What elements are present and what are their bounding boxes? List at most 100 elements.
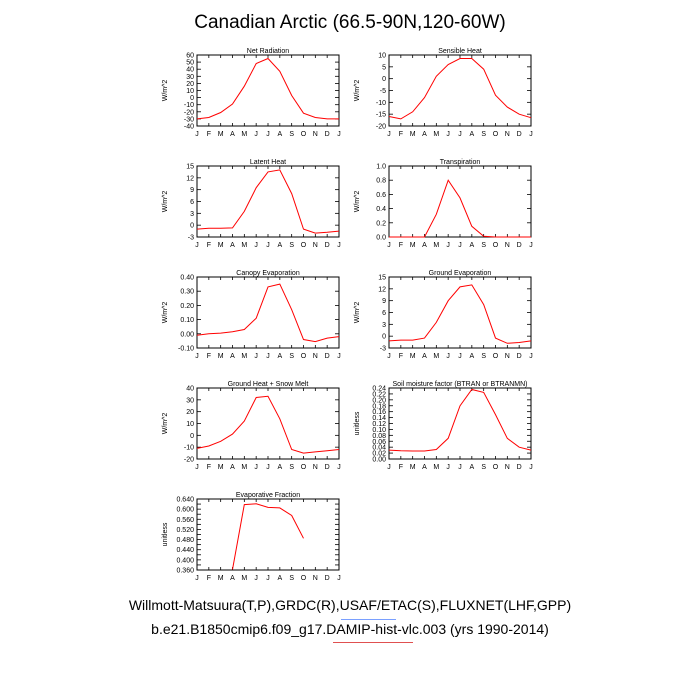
panel-5-ytick-label: -0.10 — [178, 346, 194, 353]
panel-9-xtick-label: A — [277, 575, 282, 582]
panel-1-ytick-label: 30 — [186, 74, 194, 81]
panel-9-ytick-label: 0.520 — [176, 527, 194, 534]
panel-3-xtick-label: D — [325, 242, 330, 249]
panel-9-series-line — [232, 503, 304, 570]
panel-5-xtick-label: J — [195, 353, 199, 360]
panel-6-xtick-label: J — [387, 353, 391, 360]
panel-8-xtick-label: J — [446, 464, 450, 471]
panel-2-xtick-label: J — [458, 131, 462, 138]
panel-5-ytick-label: 0.10 — [180, 317, 194, 324]
panel-9-xtick-label: J — [195, 575, 199, 582]
panel-9-xtick-label: M — [241, 575, 247, 582]
panel-3-xtick-label: J — [337, 242, 341, 249]
panel-7-ytick-label: 0 — [190, 433, 194, 440]
panel-2-ytick-label: 5 — [382, 64, 386, 71]
panel-8-ytick-label: 0.06 — [372, 439, 386, 446]
panel-3-ytick-label: -3 — [188, 235, 194, 242]
panel-7-xtick-label: A — [277, 464, 282, 471]
panel-7-xtick-label: M — [241, 464, 247, 471]
panel-8-xtick-label: J — [458, 464, 462, 471]
panel-7-xtick-label: D — [325, 464, 330, 471]
panel-3-xtick-label: A — [230, 242, 235, 249]
panel-2-xtick-label: J — [529, 131, 533, 138]
panel-3-ytick-label: 0 — [190, 223, 194, 230]
panel-8-xtick-label: D — [517, 464, 522, 471]
panel-7-xtick-label: J — [266, 464, 270, 471]
panel-2-xtick-label: S — [481, 131, 486, 138]
panel-5-xtick-label: M — [218, 353, 224, 360]
panel-1-xtick-label: A — [277, 131, 282, 138]
panel-3-ytick-label: 6 — [190, 199, 194, 206]
panel-4-xtick-label: J — [387, 242, 391, 249]
panel-7-xtick-label: J — [337, 464, 341, 471]
panel-6-ytick-label: 0 — [382, 334, 386, 341]
panel-2-ylabel: W/m^2 — [354, 80, 361, 102]
panel-1-xtick-label: J — [254, 131, 258, 138]
panel-8-xtick-label: J — [387, 464, 391, 471]
panel-2-ytick-label: 0 — [382, 76, 386, 83]
panel-8-title: Soil moisture factor (BTRAN or BTRANMN) — [393, 381, 528, 388]
panel-6-ytick-label: 6 — [382, 310, 386, 317]
panel-3-ytick-label: 12 — [186, 175, 194, 182]
panel-7-xtick-label: F — [207, 464, 211, 471]
panel-6-ytick-label: -3 — [380, 346, 386, 353]
panel-4-ytick-label: 0.6 — [376, 192, 386, 199]
panel-3-ylabel: W/m^2 — [162, 191, 169, 213]
panel-5-series-line — [196, 283, 340, 343]
panel-1-xtick-label: S — [289, 131, 294, 138]
panel-6-ylabel: W/m^2 — [354, 302, 361, 324]
panel-3-xtick-label: M — [241, 242, 247, 249]
panel-5-xtick-label: D — [325, 353, 330, 360]
panel-6-xtick-label: M — [433, 353, 439, 360]
panel-5-xtick-label: N — [313, 353, 318, 360]
panel-8-xtick-label: A — [469, 464, 474, 471]
panel-2-title: Sensible Heat — [438, 48, 482, 55]
panel-5-ylabel: W/m^2 — [162, 302, 169, 324]
panel-5-xtick-label: J — [337, 353, 341, 360]
spellcheck-underline-lower — [333, 642, 413, 643]
panel-1-xtick-label: J — [195, 131, 199, 138]
panel-1-xtick-label: N — [313, 131, 318, 138]
panel-3-xtick-label: M — [218, 242, 224, 249]
panel-2-ytick-label: -10 — [376, 100, 386, 107]
panel-7-ytick-label: -10 — [184, 445, 194, 452]
panel-9-ytick-label: 0.400 — [176, 557, 194, 564]
panel-1-xtick-label: M — [218, 131, 224, 138]
panel-7-ytick-label: 10 — [186, 421, 194, 428]
panel-1-ytick-label: 10 — [186, 88, 194, 95]
panel-6-xtick-label: N — [505, 353, 510, 360]
panel-7-ylabel: W/m^2 — [162, 413, 169, 435]
panel-8-xtick-label: O — [493, 464, 499, 471]
panel-3-xtick-label: O — [301, 242, 307, 249]
panel-5-xtick-label: S — [289, 353, 294, 360]
panel-9-ytick-label: 0.480 — [176, 537, 194, 544]
panel-8-ytick-label: 0.22 — [372, 391, 386, 398]
panel-3-xtick-label: N — [313, 242, 318, 249]
panel-9-ytick-label: 0.640 — [176, 497, 194, 504]
panel-4-xtick-label: F — [399, 242, 403, 249]
panel-4-xtick-label: J — [446, 242, 450, 249]
panel-5-ytick-label: 0.30 — [180, 289, 194, 296]
panel-4-ytick-label: 1.0 — [376, 164, 386, 171]
panel-2-ytick-label: -5 — [380, 88, 386, 95]
panel-6-title: Ground Evaporation — [429, 270, 492, 277]
panel-7-xtick-label: N — [313, 464, 318, 471]
panel-6-xtick-label: J — [529, 353, 533, 360]
panel-5-ytick-label: 0.40 — [180, 275, 194, 282]
panel-6-xtick-label: D — [517, 353, 522, 360]
panel-4-xtick-label: N — [505, 242, 510, 249]
panel-8-ylabel: unitless — [354, 411, 361, 435]
footer-case-name: b.e21.B1850cmip6.f09_g17.DAMIP-hist-vlc.… — [151, 621, 549, 637]
panel-3-xtick-label: S — [289, 242, 294, 249]
panel-5-xtick-label: J — [254, 353, 258, 360]
panel-6-series-line — [388, 284, 532, 344]
panel-8-ytick-label: 0.04 — [372, 445, 386, 452]
panel-7-xtick-label: M — [218, 464, 224, 471]
panel-9-ytick-label: 0.560 — [176, 517, 194, 524]
panel-6-xtick-label: A — [469, 353, 474, 360]
panel-9-xtick-label: F — [207, 575, 211, 582]
panel-8-ytick-label: 0.16 — [372, 409, 386, 416]
panel-8-ytick-label: 0.00 — [372, 457, 386, 464]
panel-8-ytick-label: 0.14 — [372, 415, 386, 422]
panel-5-xtick-label: J — [266, 353, 270, 360]
